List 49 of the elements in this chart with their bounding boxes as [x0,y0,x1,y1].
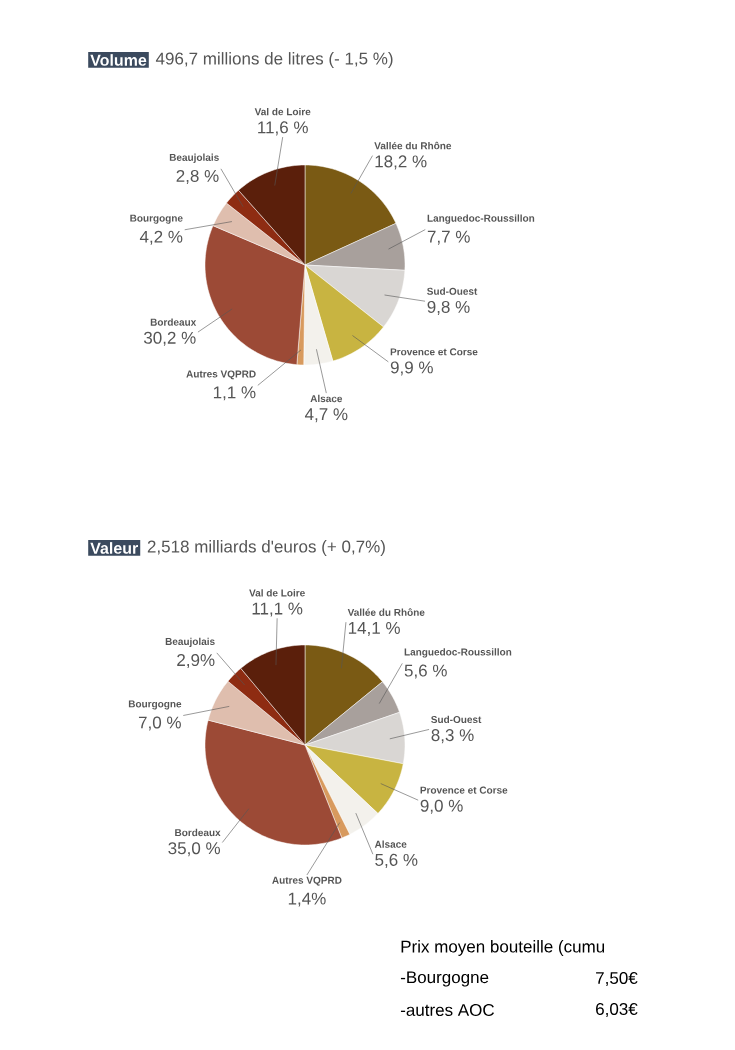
slice-label: Bourgogne [128,700,182,710]
data-label: 9,8 % [427,300,470,315]
slice-label: Alsace [374,840,407,848]
text: 7,50€ [596,971,638,987]
slice-label: Bordeaux [175,828,221,837]
data-label: 18,2 % [375,155,427,170]
data-label: 30,2 % [143,331,196,346]
slice-label: Val de Loire [254,107,311,116]
text: -Bourgogne [400,971,489,987]
slice-label: Val de Loire [249,589,305,597]
data-label: 35,0 % [168,842,221,857]
data-label: 4,2 % [139,230,183,245]
slice-label: Provence et Corse [420,786,508,794]
data-label: 2,9% [177,654,215,669]
slice-label: Languedoc-Roussillon [427,214,535,224]
slice-label: Bourgogne [130,214,183,224]
slice-label: Autres VQPRD [272,876,342,886]
slice-label: Provence et Corse [390,348,478,356]
data-label: 7,0 % [138,716,181,731]
slice-label: Beaujolais [165,637,215,648]
slice-label: Beaujolais [169,153,219,163]
slice-label: Vallée du Rhône [347,608,425,616]
data-label: 9,9 % [390,361,433,376]
data-label: 5,6 % [404,664,447,679]
chart-subtitle: 2,518 milliards d'euros (+ 0,7%) [147,540,385,556]
data-label: 4,7 % [304,408,348,423]
data-label: 1,1 % [213,386,256,401]
data-label: 11,6 % [258,121,308,136]
data-label: 8,3 % [431,729,474,744]
data-label: 1,4% [288,892,326,907]
slice-label: Autres VQPRD [186,370,256,380]
data-label: 5,6 % [375,853,418,868]
data-label: 14,1 % [348,622,400,636]
slice-label: Languedoc-Roussillon [404,648,512,658]
text: -autres AOC [400,1003,495,1017]
data-label: 2,8 % [176,169,219,184]
data-label: 11,1 % [252,602,303,617]
slice-label: Sud-Ouest [431,715,482,724]
chart-subtitle: 496,7 millions de litres (- 1,5 %) [155,52,393,68]
text: Prix moyen bouteille (cumu [401,940,605,956]
slice-label: Vallée du Rhône [374,141,452,150]
slice-label: Alsace [310,394,343,403]
chart-title: Valeur [90,542,138,554]
text: 6,03€ [596,1002,638,1018]
chart-title: Volume [90,54,147,66]
slice-label: Bordeaux [150,318,197,326]
data-label: 7,7 % [427,230,470,245]
data-label: 9,0 % [420,799,463,814]
slice-label: Sud-Ouest [427,287,478,295]
